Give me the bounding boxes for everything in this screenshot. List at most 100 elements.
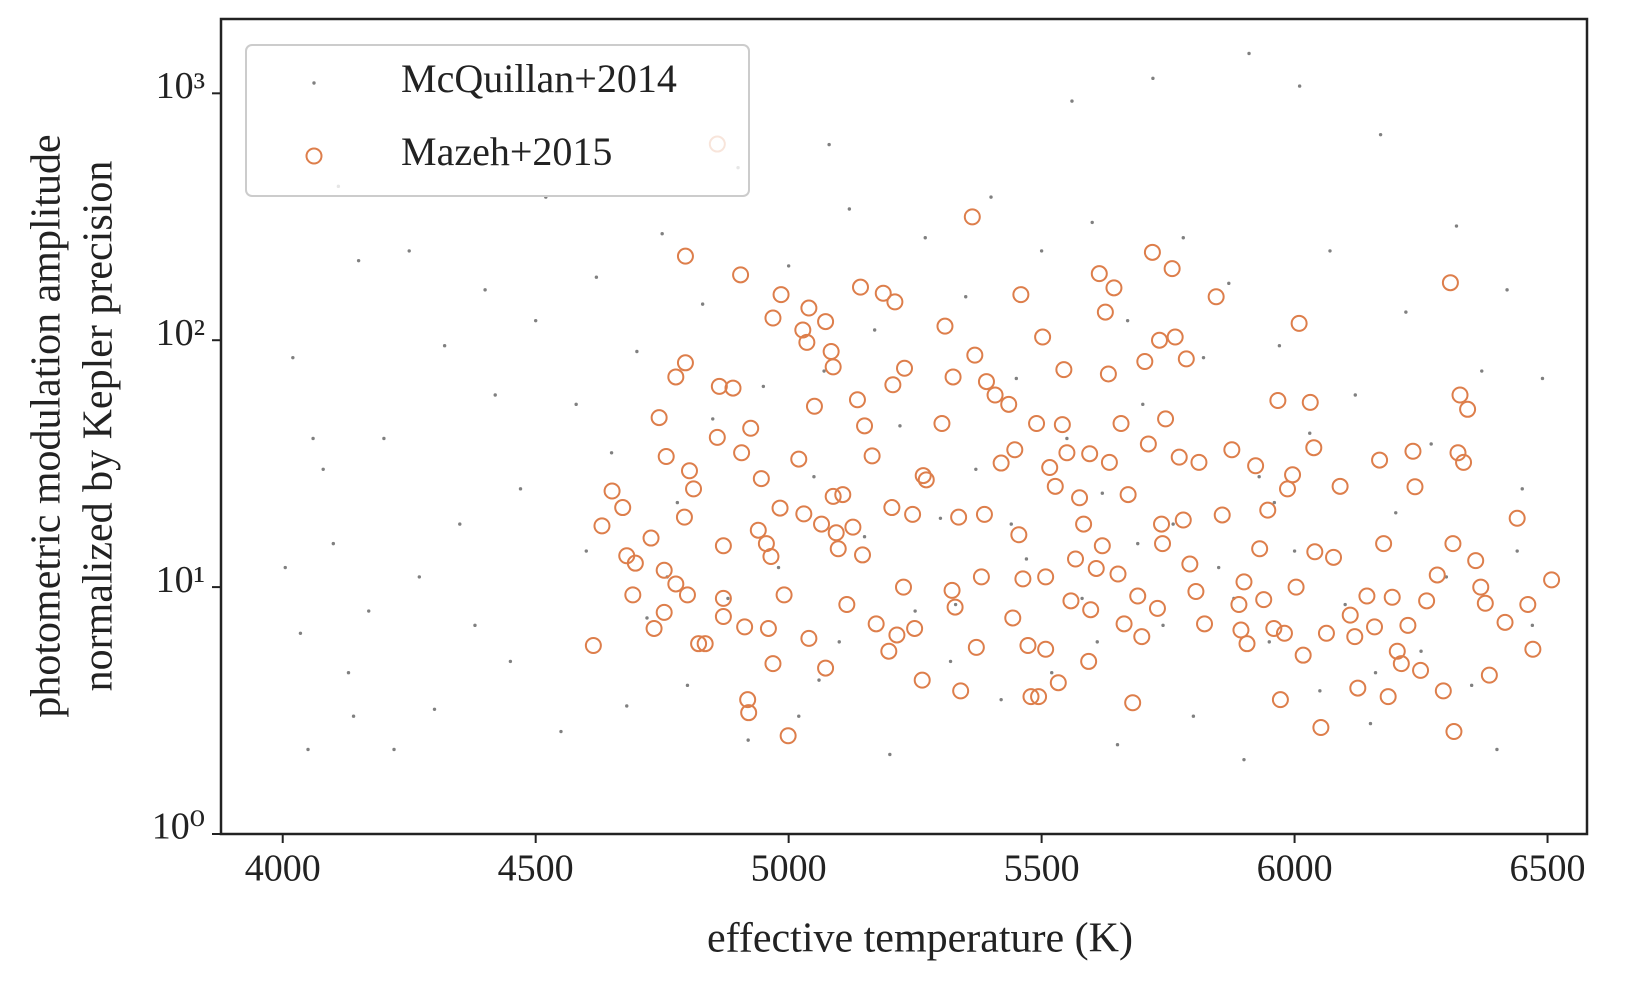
- data-point: [321, 467, 325, 472]
- data-point: [1109, 565, 1127, 583]
- data-point: [714, 608, 732, 626]
- data-point: [685, 480, 703, 498]
- data-point: [1496, 613, 1514, 631]
- data-point: [685, 683, 690, 688]
- data-point: [732, 266, 750, 284]
- data-point: [1271, 691, 1289, 709]
- data-point: [1480, 369, 1484, 373]
- data-point: [795, 505, 813, 523]
- data-point: [1095, 640, 1099, 644]
- data-point: [1343, 602, 1347, 607]
- data-point: [906, 619, 924, 637]
- data-point: [992, 454, 1010, 472]
- data-point: [1058, 444, 1076, 462]
- data-point: [1247, 457, 1265, 475]
- data-point: [1019, 637, 1037, 655]
- data-point: [733, 444, 751, 462]
- data-point: [1166, 328, 1184, 346]
- data-point: [1191, 714, 1196, 718]
- data-point: [1371, 451, 1389, 469]
- data-point: [1242, 757, 1246, 762]
- data-point: [989, 195, 993, 199]
- data-point: [964, 295, 968, 299]
- data-point: [1294, 646, 1312, 664]
- data-point: [1297, 84, 1302, 88]
- data-point: [1469, 683, 1474, 688]
- data-point: [917, 471, 935, 489]
- data-point: [432, 707, 437, 711]
- data-point: [635, 349, 639, 354]
- data-point: [1216, 565, 1221, 570]
- data-point: [392, 747, 396, 752]
- data-point: [1404, 310, 1408, 314]
- data-point: [1177, 350, 1195, 368]
- data-point: [1037, 568, 1055, 586]
- data-point: [794, 321, 812, 339]
- data-point: [972, 568, 990, 586]
- data-point: [856, 417, 874, 435]
- data-point: [800, 629, 818, 647]
- data-point: [458, 522, 462, 526]
- data-point: [1251, 540, 1269, 558]
- data-point: [936, 317, 954, 335]
- data-point: [872, 328, 877, 332]
- data-point: [775, 586, 793, 604]
- data-point: [1325, 548, 1343, 566]
- data-point: [1090, 220, 1094, 225]
- data-point: [442, 344, 447, 348]
- data-point: [473, 623, 477, 628]
- data-point: [1181, 555, 1199, 573]
- data-point: [711, 417, 715, 421]
- data-point: [1358, 587, 1376, 605]
- data-point: [1004, 609, 1022, 627]
- data-point: [1418, 592, 1436, 610]
- data-point: [1213, 506, 1231, 524]
- data-point: [837, 640, 841, 644]
- data-point: [1115, 615, 1133, 633]
- data-point: [1519, 596, 1537, 614]
- data-point: [660, 232, 664, 236]
- data-point: [1353, 393, 1357, 397]
- data-point: [1075, 515, 1093, 533]
- data-point: [667, 575, 685, 593]
- y-tick-label: 10²: [156, 312, 205, 354]
- data-point: [417, 575, 422, 579]
- data-point: [1429, 442, 1433, 446]
- data-point: [1278, 480, 1296, 498]
- x-tick-label: 6500: [1510, 848, 1586, 890]
- data-point: [1419, 649, 1423, 653]
- data-point: [407, 249, 411, 253]
- data-point: [953, 602, 958, 607]
- data-point: [1151, 76, 1155, 81]
- data-point: [923, 236, 927, 240]
- data-point: [848, 391, 866, 409]
- x-tick-label: 6000: [1257, 848, 1333, 890]
- data-point: [655, 561, 673, 579]
- data-point: [675, 508, 693, 526]
- data-point: [1087, 559, 1105, 577]
- data-point: [1161, 623, 1165, 628]
- data-point: [946, 598, 964, 616]
- y-tick-label: 10³: [156, 65, 205, 107]
- data-point: [943, 581, 961, 599]
- data-point: [1394, 511, 1398, 515]
- data-point: [625, 704, 629, 708]
- data-point: [772, 286, 790, 304]
- data-point: [1148, 599, 1166, 617]
- data-point: [1267, 640, 1271, 644]
- data-point: [708, 428, 726, 446]
- data-point: [975, 505, 993, 523]
- data-point: [298, 631, 303, 635]
- data-point: [1232, 621, 1250, 639]
- data-point: [883, 499, 901, 517]
- data-point: [913, 671, 931, 689]
- data-point: [888, 752, 892, 757]
- data-point: [914, 467, 932, 485]
- data-point: [1467, 552, 1485, 570]
- data-point: [655, 603, 673, 621]
- series: [283, 51, 1545, 762]
- data-point: [624, 586, 642, 604]
- data-point: [1331, 477, 1349, 495]
- data-point: [676, 354, 694, 372]
- data-point: [762, 548, 780, 566]
